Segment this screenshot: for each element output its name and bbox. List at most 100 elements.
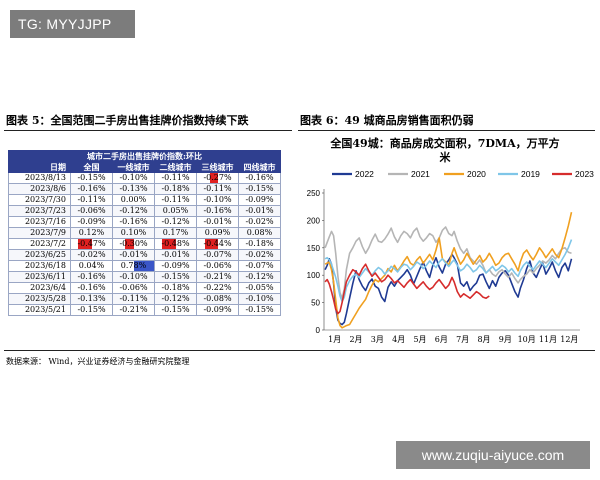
series-line-2023 xyxy=(324,263,490,315)
value-cell: -0.16% xyxy=(196,205,239,217)
value-cell: -0.15% xyxy=(70,172,113,184)
cell-value: -0.07% xyxy=(245,261,274,270)
value-cell: -0.09% xyxy=(70,216,113,228)
date-cell: 2023/5/21 xyxy=(8,304,71,316)
chart-title: 全国49城：商品房成交面积，7DMA，万平方米 xyxy=(330,137,560,164)
legend-label: 2021 xyxy=(411,169,430,179)
value-cell: -0.01% xyxy=(154,249,197,261)
cell-value: -0.16% xyxy=(119,217,148,226)
cell-value: -0.08% xyxy=(203,294,232,303)
value-cell: -0.11% xyxy=(196,183,239,195)
value-cell: -0.09% xyxy=(196,304,239,316)
value-cell: -0.01% xyxy=(196,216,239,228)
cell-value: -0.11% xyxy=(203,184,232,193)
value-cell: -0.10% xyxy=(112,271,155,283)
value-cell: -0.15% xyxy=(154,304,197,316)
x-tick-label: 9月 xyxy=(499,335,512,344)
date-cell: 2023/5/28 xyxy=(8,293,71,305)
value-cell: -0.06% xyxy=(70,205,113,217)
cell-value: -0.12% xyxy=(161,217,190,226)
table-row: 2023/7/2 -0.47% -0.30% -0.48% -0.44% -0.18% xyxy=(8,238,281,250)
cell-value: -0.06% xyxy=(119,283,148,292)
value-cell: -0.11% xyxy=(154,194,197,206)
table-body: 2023/8/13 -0.15% -0.10% -0.11% -0.27% -0.16% 2… xyxy=(8,172,281,316)
legend-label: 2020 xyxy=(467,169,486,179)
cell-value: -0.27% xyxy=(203,173,232,182)
x-tick-label: 11月 xyxy=(539,335,557,344)
value-cell: -0.12% xyxy=(238,271,281,283)
table-title: 城市二手房出售挂牌价指数:环比 xyxy=(8,150,281,162)
column-header: 日期 xyxy=(8,161,71,173)
data-bar xyxy=(209,173,218,183)
cell-value: -0.21% xyxy=(203,272,232,281)
value-cell: -0.10% xyxy=(238,293,281,305)
x-tick-label: 12月 xyxy=(560,335,578,344)
value-cell: -0.11% xyxy=(154,172,197,184)
cell-value: -0.06% xyxy=(203,261,232,270)
cell-value: -0.09% xyxy=(161,261,190,270)
data-bar xyxy=(125,239,134,249)
cell-value: -0.15% xyxy=(77,305,106,314)
value-cell: -0.16% xyxy=(70,271,113,283)
value-cell: 0.10% xyxy=(112,227,155,239)
value-cell: -0.16% xyxy=(238,172,281,184)
table-row: 2023/6/25 -0.02% -0.01% -0.01% -0.07% -0.02% xyxy=(8,249,281,261)
cell-value: -0.11% xyxy=(77,195,106,204)
date-cell: 2023/6/4 xyxy=(8,282,71,294)
x-tick-label: 7月 xyxy=(456,335,469,344)
value-cell: -0.11% xyxy=(112,293,155,305)
value-cell: -0.30% xyxy=(112,238,155,250)
cell-value: -0.02% xyxy=(77,250,106,259)
value-cell: -0.10% xyxy=(196,194,239,206)
value-cell: -0.18% xyxy=(238,238,281,250)
data-bar xyxy=(162,239,176,249)
series-line-2019 xyxy=(324,239,573,303)
cell-value: -0.10% xyxy=(119,272,148,281)
value-cell: -0.12% xyxy=(154,293,197,305)
date-cell: 2023/7/2 xyxy=(8,238,71,250)
cell-value: -0.16% xyxy=(77,283,106,292)
caption-divider-left xyxy=(4,130,292,131)
table-row: 2023/6/18 0.04% 0.78% -0.09% -0.06% -0.07% xyxy=(8,260,281,272)
value-cell: -0.13% xyxy=(70,293,113,305)
table-row: 2023/7/30 -0.11% 0.00% -0.11% -0.10% -0.09% xyxy=(8,194,281,206)
cell-value: -0.13% xyxy=(77,294,106,303)
data-bar xyxy=(78,239,92,249)
cell-value: -0.30% xyxy=(119,239,148,248)
cell-value: 0.00% xyxy=(120,195,147,204)
table-row: 2023/7/23 -0.06% -0.12% 0.05% -0.16% -0.01% xyxy=(8,205,281,217)
value-cell: -0.15% xyxy=(70,304,113,316)
cell-value: -0.16% xyxy=(245,173,274,182)
value-cell: 0.12% xyxy=(70,227,113,239)
cell-value: 0.05% xyxy=(162,206,189,215)
value-cell: -0.16% xyxy=(112,216,155,228)
x-tick-label: 10月 xyxy=(518,335,536,344)
cell-value: 0.09% xyxy=(204,228,231,237)
value-cell: -0.07% xyxy=(196,249,239,261)
value-cell: -0.06% xyxy=(196,260,239,272)
column-header: 一线城市 xyxy=(112,161,155,173)
value-cell: 0.78% xyxy=(112,260,155,272)
value-cell: -0.10% xyxy=(112,172,155,184)
bottom-divider xyxy=(4,350,595,351)
value-cell: -0.05% xyxy=(238,282,281,294)
x-tick-label: 3月 xyxy=(371,335,384,344)
value-cell: 0.09% xyxy=(196,227,239,239)
figure6-caption: 图表 6：49 城商品房销售面积仍弱 xyxy=(300,114,474,127)
cell-value: 0.08% xyxy=(246,228,273,237)
table-row: 2023/8/6 -0.16% -0.13% -0.18% -0.11% -0.15% xyxy=(8,183,281,195)
value-cell: 0.04% xyxy=(70,260,113,272)
y-tick-label: 50 xyxy=(311,299,320,308)
value-cell: -0.48% xyxy=(154,238,197,250)
legend-label: 2022 xyxy=(355,169,374,179)
value-cell: -0.02% xyxy=(70,249,113,261)
cell-value: -0.12% xyxy=(119,206,148,215)
value-cell: -0.22% xyxy=(196,282,239,294)
cell-value: -0.11% xyxy=(119,294,148,303)
value-cell: -0.07% xyxy=(238,260,281,272)
cell-value: -0.12% xyxy=(245,272,274,281)
value-cell: -0.15% xyxy=(238,304,281,316)
cell-value: -0.44% xyxy=(203,239,232,248)
cell-value: -0.01% xyxy=(245,206,274,215)
cell-value: -0.15% xyxy=(245,305,274,314)
